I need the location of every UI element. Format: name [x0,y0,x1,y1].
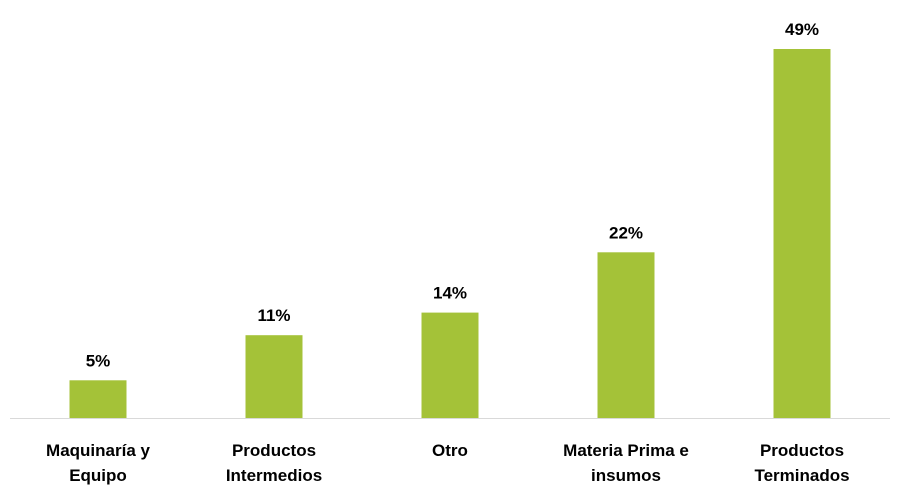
x-tick-label-line: Otro [432,441,468,460]
x-tick-label-line: Intermedios [226,466,322,485]
data-labels-group: 5% 11% 14% 22% 49% [86,20,819,370]
bar-1 [245,335,303,418]
x-tick-label-3: Materia Prima e insumos [563,441,689,485]
x-tick-label-line: insumos [591,466,661,485]
x-tick-label-4: Productos Terminados [754,441,849,485]
bar-3 [597,252,655,418]
data-label-0: 5% [86,351,111,370]
x-tick-label-line: Materia Prima e [563,441,689,460]
data-label-4: 49% [785,20,819,39]
x-tick-labels-group: Maquinaría y Equipo Productos Intermedios Ot… [46,441,850,485]
bar-2 [421,312,479,418]
x-tick-label-line: Productos [760,441,844,460]
bar-0 [69,380,127,418]
x-tick-label-1: Productos Intermedios [226,441,322,485]
bars-group [69,49,831,418]
x-tick-label-line: Maquinaría y [46,441,150,460]
x-tick-label-2: Otro [432,441,468,460]
bar-4 [773,49,831,418]
x-tick-label-line: Productos [232,441,316,460]
x-tick-label-line: Terminados [754,466,849,485]
data-label-2: 14% [433,284,467,303]
x-tick-label-line: Equipo [69,466,127,485]
data-label-3: 22% [609,223,643,242]
x-tick-label-0: Maquinaría y Equipo [46,441,150,485]
data-label-1: 11% [257,306,290,325]
